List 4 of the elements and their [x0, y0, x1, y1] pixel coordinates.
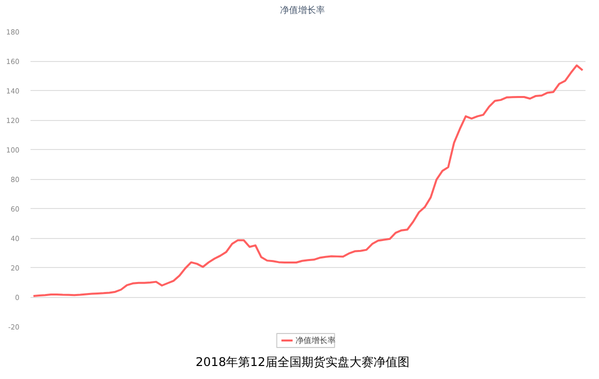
line-series — [32, 64, 584, 297]
text: 2018年第12届全国期货实盘大赛净值图 — [196, 354, 410, 371]
chart-title: 净值增长率 — [280, 5, 325, 18]
legend-label: 净值增长率 — [295, 336, 336, 345]
